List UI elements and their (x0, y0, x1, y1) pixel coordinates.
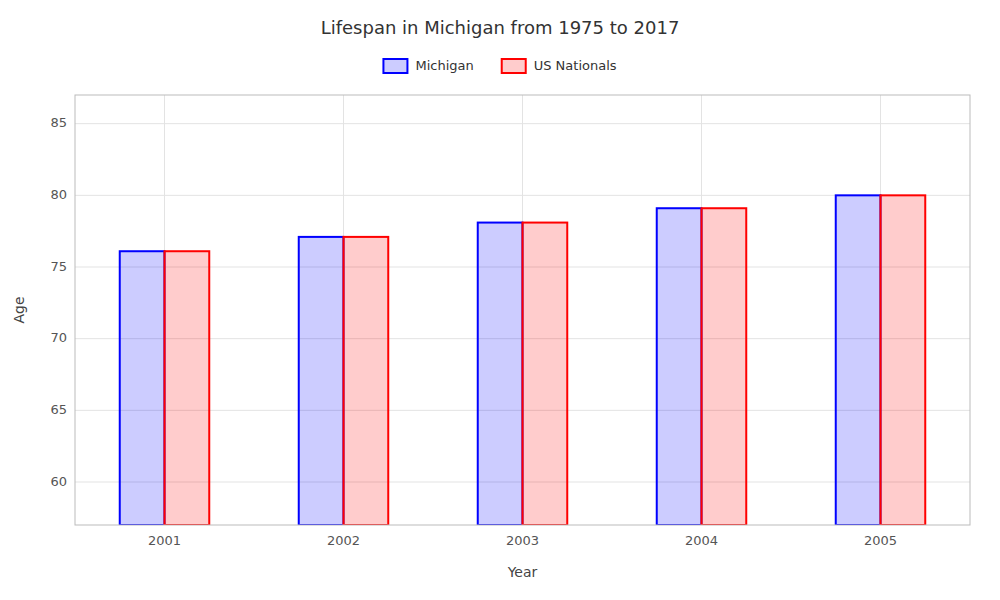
x-tick-label: 2002 (327, 533, 360, 548)
plot-frame (75, 95, 970, 525)
bar (881, 195, 926, 525)
x-tick-label: 2005 (864, 533, 897, 548)
bar (299, 237, 344, 525)
bar (836, 195, 881, 525)
bar (120, 251, 165, 525)
y-tick-label: 75 (50, 259, 67, 274)
legend-swatch (502, 59, 526, 73)
chart: 60 65 70 75 80 85 2001 2002 2003 2004 2005 Year Age L… (0, 0, 1000, 600)
legend-item: US Nationals (502, 58, 617, 74)
bar (523, 223, 568, 525)
y-tick-label: 70 (50, 330, 67, 345)
bar (165, 251, 210, 525)
y-tick-label: 80 (50, 187, 67, 202)
y-tick-label: 85 (50, 115, 67, 130)
legend-label: US Nationals (534, 58, 617, 73)
x-axis-label: Year (507, 564, 538, 580)
grid (75, 95, 970, 525)
bar (702, 208, 747, 525)
legend-swatch (383, 59, 407, 73)
legend-label: Michigan (415, 58, 473, 73)
legend: Michigan US Nationals (383, 58, 616, 74)
bars (120, 195, 926, 525)
y-axis-label: Age (11, 296, 27, 323)
bar (478, 223, 523, 525)
y-tick-label: 60 (50, 474, 67, 489)
y-tick-label: 65 (50, 402, 67, 417)
x-tick-label: 2004 (685, 533, 718, 548)
bar (344, 237, 389, 525)
x-tick-label: 2001 (148, 533, 181, 548)
legend-item: Michigan (383, 58, 473, 74)
title: Lifespan in Michigan from 1975 to 2017 (321, 17, 680, 38)
x-tick-label: 2003 (506, 533, 539, 548)
bar (657, 208, 702, 525)
